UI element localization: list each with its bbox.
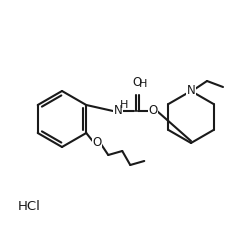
Text: O: O: [132, 76, 142, 89]
Text: N: N: [114, 104, 122, 117]
Text: HCl: HCl: [18, 201, 41, 213]
Text: O: O: [148, 104, 158, 117]
Text: N: N: [187, 85, 195, 98]
Text: H: H: [139, 79, 147, 89]
Text: H: H: [120, 100, 128, 110]
Text: O: O: [93, 136, 102, 150]
